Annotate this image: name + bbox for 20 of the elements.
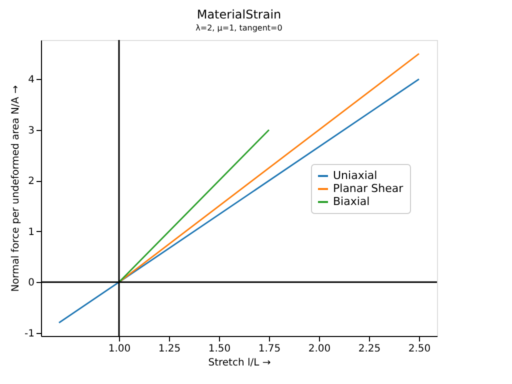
legend-label: Biaxial [333, 195, 370, 208]
x-tick-label: 1.25 [158, 344, 181, 354]
y-tick-label: 2 [28, 176, 34, 188]
x-tick-label: 1.50 [208, 344, 231, 354]
y-tick-label: 1 [28, 226, 34, 238]
x-tick-label: 2.50 [408, 344, 431, 354]
x-tick-label: 2.00 [308, 344, 331, 354]
y-tick-label: 3 [28, 125, 34, 136]
y-tick-label: 4 [28, 74, 34, 86]
legend-label: Planar Shear [333, 182, 404, 195]
chart-subtitle: λ=2, μ=1, tangent=0 [196, 23, 282, 32]
chart-title: MaterialStrain [196, 7, 282, 22]
y-tick-label: -1 [24, 328, 34, 340]
x-tick-label: 1.00 [108, 344, 131, 354]
x-axis-title: Stretch l/L → [208, 358, 271, 368]
y-tick-label: 0 [28, 278, 34, 289]
x-tick-label: 1.75 [258, 344, 281, 354]
y-axis-title: Normal force per undeformed area N/A → [10, 85, 22, 292]
legend-label: Uniaxial [333, 169, 378, 182]
x-tick-label: 2.25 [358, 344, 381, 354]
